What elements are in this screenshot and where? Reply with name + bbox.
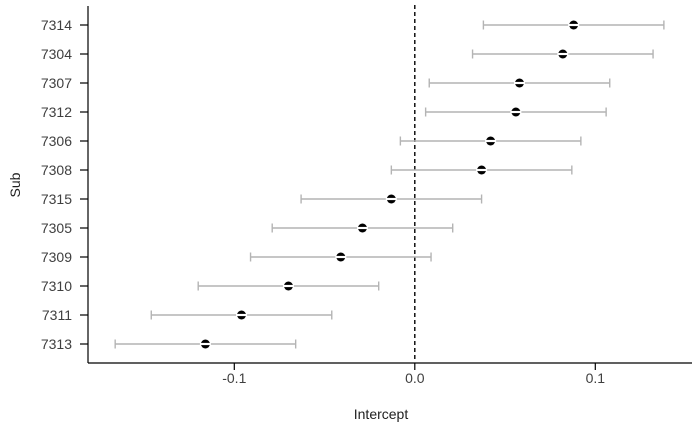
- y-tick-label: 7306: [41, 133, 72, 149]
- y-tick-label: 7314: [41, 17, 72, 33]
- point-estimate-stripe: [557, 52, 569, 56]
- y-tick-label: 7311: [42, 307, 72, 323]
- y-axis-title: Sub: [7, 172, 23, 198]
- x-tick-label: -0.1: [222, 370, 246, 386]
- point-estimate-stripe: [199, 342, 211, 346]
- point-estimate-stripe: [510, 110, 522, 114]
- point-estimate-stripe: [568, 23, 580, 27]
- y-tick-label: 7304: [41, 46, 72, 62]
- y-tick-label: 7307: [41, 75, 72, 91]
- point-estimate-stripe: [476, 168, 488, 172]
- point-estimate-stripe: [356, 226, 368, 230]
- point-estimate-stripe: [385, 197, 397, 201]
- point-estimate-stripe: [513, 81, 525, 85]
- y-tick-label: 7315: [41, 191, 72, 207]
- x-tick-label: 0.1: [586, 370, 606, 386]
- y-tick-label: 7308: [41, 162, 72, 178]
- point-estimate-stripe: [282, 284, 294, 288]
- x-tick-label: 0.0: [405, 370, 425, 386]
- y-tick-label: 7305: [41, 220, 72, 236]
- y-tick-label: 7310: [41, 278, 72, 294]
- point-estimate-stripe: [236, 313, 248, 317]
- point-estimate-stripe: [335, 255, 347, 259]
- y-tick-label: 7312: [41, 104, 72, 120]
- y-tick-label: 7313: [41, 336, 72, 352]
- y-tick-label: 7309: [41, 249, 72, 265]
- x-axis-title: Intercept: [353, 406, 409, 422]
- point-estimate-stripe: [485, 139, 497, 143]
